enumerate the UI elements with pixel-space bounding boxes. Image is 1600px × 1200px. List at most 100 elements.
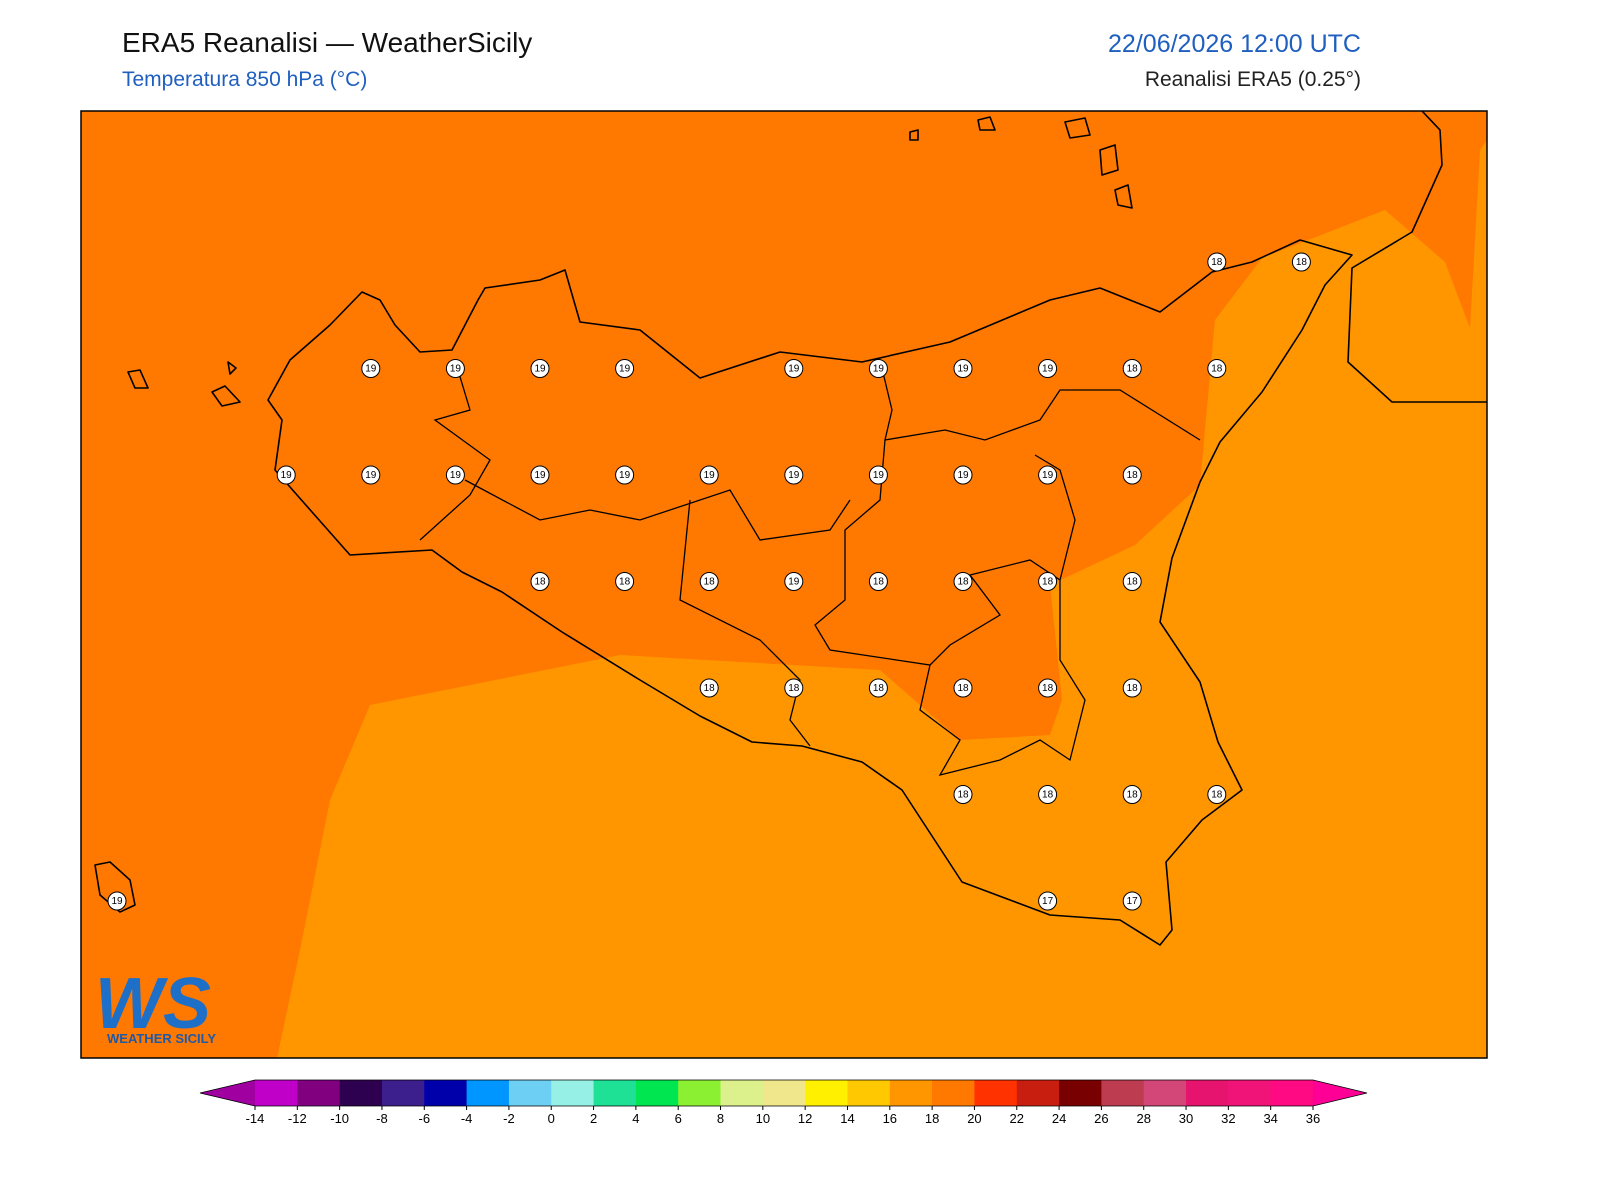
station-value: 19 bbox=[365, 470, 377, 481]
station: 18 bbox=[1122, 572, 1142, 591]
station-marker bbox=[784, 465, 804, 485]
station: 19 bbox=[615, 359, 635, 378]
colorbar-box bbox=[889, 1080, 933, 1106]
station: 19 bbox=[530, 465, 550, 485]
colorbar-tick-label: 12 bbox=[798, 1111, 812, 1126]
station: 18 bbox=[953, 678, 973, 698]
logo-mark: WS bbox=[95, 964, 211, 1044]
station: 18 bbox=[530, 572, 550, 591]
station-marker bbox=[953, 359, 973, 378]
station-value: 18 bbox=[1127, 790, 1139, 801]
colorbar-tick-label: -10 bbox=[330, 1111, 349, 1126]
colorbar-box bbox=[974, 1080, 1018, 1106]
station: 18 bbox=[1207, 785, 1227, 804]
station: 18 bbox=[1122, 785, 1142, 804]
colorbar-box bbox=[1186, 1080, 1229, 1106]
logo: WS WEATHER SICILY bbox=[95, 964, 216, 1046]
colorbar: -14 -12 -10 -8 -6 -4 -2 0 2 4 6 8 10 12 14 16 18 20 22 24 26… bbox=[199, 1079, 1368, 1126]
station-marker bbox=[1122, 891, 1142, 911]
station: 17 bbox=[1038, 891, 1058, 911]
station-marker bbox=[615, 572, 635, 591]
station-marker bbox=[1038, 465, 1058, 485]
colorbar-under bbox=[200, 1080, 255, 1106]
pantelleria bbox=[94, 861, 136, 913]
colorbar-tick-label: -14 bbox=[246, 1111, 265, 1126]
station-marker bbox=[699, 678, 719, 698]
region-border bbox=[419, 359, 1201, 777]
station-value: 18 bbox=[1127, 577, 1139, 588]
station-value: 18 bbox=[704, 577, 716, 588]
colorbar-tick-label: 14 bbox=[840, 1111, 854, 1126]
station-marker bbox=[953, 572, 973, 591]
station-marker bbox=[953, 785, 973, 804]
station-value: 19 bbox=[534, 470, 546, 481]
station-marker bbox=[276, 465, 296, 485]
station-marker bbox=[445, 465, 465, 485]
colorbar-tick-label: 32 bbox=[1221, 1111, 1235, 1126]
title: ERA5 Reanalisi — WeatherSicily bbox=[122, 27, 532, 58]
station: 18 bbox=[1122, 465, 1142, 485]
station-marker bbox=[1038, 785, 1058, 804]
station: 19 bbox=[953, 465, 973, 485]
station-value: 19 bbox=[619, 470, 631, 481]
colorbar-tick-label: 6 bbox=[675, 1111, 682, 1126]
station: 18 bbox=[1291, 252, 1311, 272]
station-value: 18 bbox=[957, 790, 969, 801]
station-value: 17 bbox=[1042, 896, 1054, 907]
station: 18 bbox=[1207, 359, 1227, 378]
station-marker bbox=[1122, 572, 1142, 591]
colorbar-box bbox=[255, 1080, 298, 1106]
station-marker bbox=[1122, 465, 1142, 485]
station-marker bbox=[107, 891, 127, 911]
station: 19 bbox=[276, 465, 296, 485]
colorbar-tick-label: 0 bbox=[548, 1111, 555, 1126]
colorbar-box bbox=[424, 1080, 468, 1106]
colorbar-tick-label: 36 bbox=[1306, 1111, 1320, 1126]
colorbar-tick-label: -6 bbox=[418, 1111, 430, 1126]
colorbar-tick-label: 16 bbox=[883, 1111, 897, 1126]
station-marker bbox=[361, 359, 381, 378]
station-marker bbox=[699, 465, 719, 485]
station: 19 bbox=[953, 359, 973, 378]
station-marker bbox=[530, 465, 550, 485]
colorbar-box bbox=[1016, 1080, 1060, 1106]
colorbar-tick-label: 26 bbox=[1094, 1111, 1108, 1126]
station-marker bbox=[1122, 678, 1142, 698]
colorbar-box bbox=[1101, 1080, 1145, 1106]
station: 18 bbox=[1038, 678, 1058, 698]
colorbar-tick-label: 22 bbox=[1010, 1111, 1024, 1126]
colorbar-tick-label: -4 bbox=[461, 1111, 473, 1126]
colorbar-tick-label: 2 bbox=[590, 1111, 597, 1126]
station-value: 18 bbox=[1211, 790, 1223, 801]
colorbar-box bbox=[1059, 1080, 1102, 1106]
station-value: 19 bbox=[111, 896, 123, 907]
station: 17 bbox=[1122, 891, 1142, 911]
station: 19 bbox=[445, 359, 465, 378]
colorbar-tick-label: 4 bbox=[632, 1111, 639, 1126]
station-value: 18 bbox=[957, 577, 969, 588]
station-marker bbox=[1122, 359, 1142, 378]
colorbar-tick-label: -2 bbox=[503, 1111, 515, 1126]
station: 18 bbox=[1122, 359, 1142, 378]
colorbar-box bbox=[762, 1080, 806, 1106]
station: 18 bbox=[1038, 785, 1058, 804]
station-marker bbox=[1207, 785, 1227, 804]
stations: 18 18 19 19 19 19 19 19 19 19 18 18 19 19 19 19 19 19 19 19… bbox=[107, 252, 1311, 911]
colorbar-box bbox=[551, 1080, 595, 1106]
station: 18 bbox=[699, 572, 719, 591]
station-value: 19 bbox=[873, 470, 885, 481]
station: 18 bbox=[868, 572, 888, 591]
station-value: 19 bbox=[281, 470, 293, 481]
station-marker bbox=[1038, 359, 1058, 378]
station: 18 bbox=[1038, 572, 1058, 591]
colorbar-tick-label: -8 bbox=[376, 1111, 388, 1126]
calabria-coast bbox=[1347, 111, 1487, 403]
station-marker bbox=[361, 465, 381, 485]
colorbar-box bbox=[1143, 1080, 1187, 1106]
station-marker bbox=[1122, 785, 1142, 804]
station-value: 19 bbox=[704, 470, 716, 481]
station: 19 bbox=[1038, 359, 1058, 378]
station: 18 bbox=[1122, 678, 1142, 698]
station-value: 19 bbox=[450, 364, 462, 375]
